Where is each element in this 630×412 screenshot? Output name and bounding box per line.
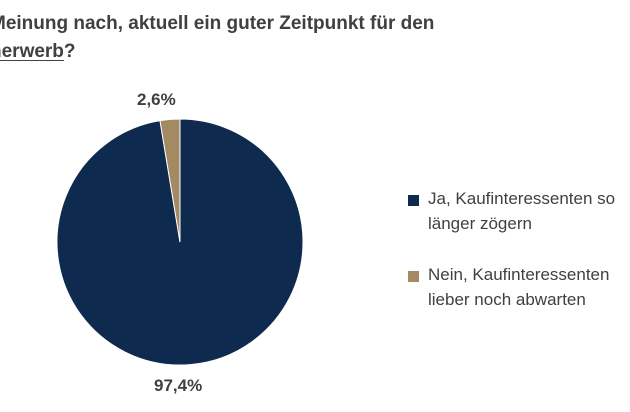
legend-label-nein-line-2: lieber noch abwarten [428, 290, 586, 309]
data-label-ja: 97,4% [154, 376, 203, 395]
chart-title-line-1: Meinung nach, aktuell ein guter Zeitpunk… [0, 13, 435, 34]
legend-swatch-ja [408, 195, 419, 206]
legend-label-nein-line-1: Nein, Kaufinteressenten [428, 265, 610, 284]
legend-swatch-nein [408, 271, 419, 282]
chart-legend: Ja, Kaufinteressenten so länger zögern N… [408, 186, 630, 338]
chart-title-rest: ? [63, 41, 76, 62]
chart-title: Meinung nach, aktuell ein guter Zeitpunk… [0, 10, 630, 66]
data-label-nein: 2,6% [137, 90, 176, 109]
legend-item-nein: Nein, Kaufinteressenten lieber noch abwa… [408, 262, 630, 312]
legend-label-ja-line-2: länger zögern [428, 214, 532, 233]
pie-slices [56, 118, 304, 366]
legend-item-ja: Ja, Kaufinteressenten so länger zögern [408, 186, 630, 236]
legend-label-ja-line-1: Ja, Kaufinteressenten so [428, 189, 616, 208]
pie-slice-nein [159, 118, 181, 243]
